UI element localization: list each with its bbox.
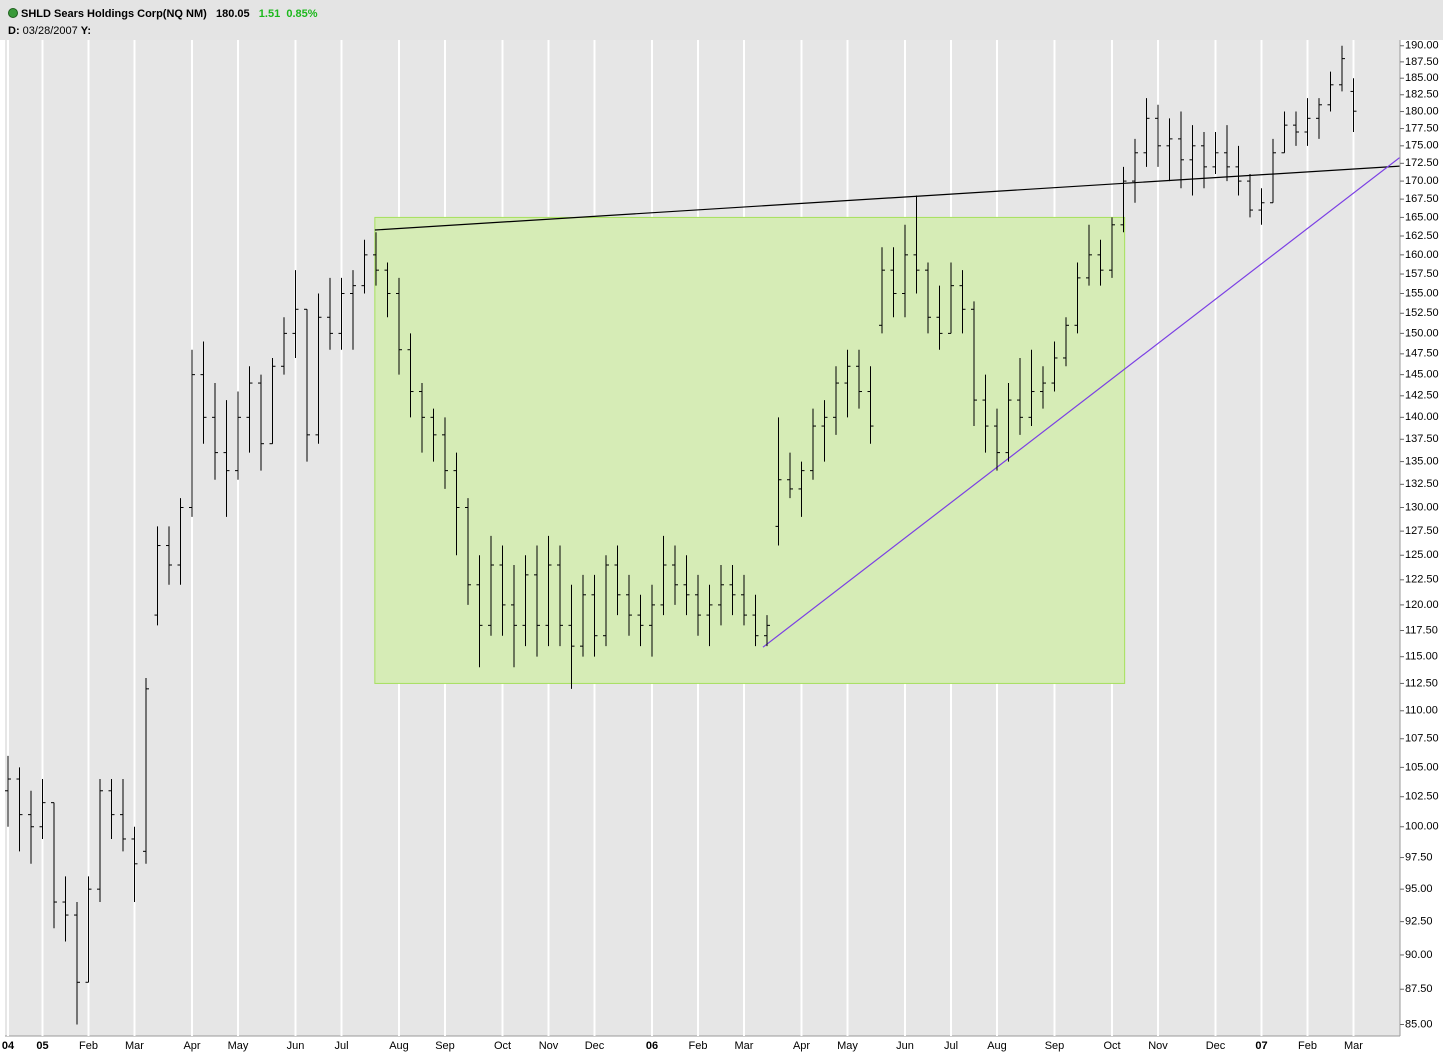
y-tick-label: 142.50 xyxy=(1405,390,1439,402)
x-tick-label: Jul xyxy=(334,1040,348,1052)
date-label: D: xyxy=(8,25,20,37)
trend-line xyxy=(762,157,1400,648)
y-tick-label: 85.00 xyxy=(1405,1018,1433,1030)
y-tick-label: 115.00 xyxy=(1405,651,1438,663)
x-tick-label: Nov xyxy=(1148,1040,1168,1052)
y-tick-label: 130.00 xyxy=(1405,501,1439,513)
y-tick-label: 180.00 xyxy=(1405,105,1439,117)
y-tick-label: 172.50 xyxy=(1405,157,1439,169)
y-tick-label: 152.50 xyxy=(1405,307,1439,319)
x-tick-label: Feb xyxy=(79,1040,98,1052)
y-tick-label: 155.00 xyxy=(1405,287,1439,299)
last-price: 180.05 xyxy=(215,8,250,20)
x-tick-label: Apr xyxy=(793,1040,810,1052)
y-label: Y: xyxy=(80,25,91,37)
x-tick-label: Aug xyxy=(987,1040,1007,1052)
y-tick-label: 150.00 xyxy=(1405,327,1439,339)
overlays xyxy=(374,157,1400,684)
y-tick-label: 187.50 xyxy=(1405,56,1439,68)
y-tick-label: 90.00 xyxy=(1405,949,1433,961)
y-tick-label: 177.50 xyxy=(1405,122,1439,134)
x-tick-label: 06 xyxy=(646,1040,658,1052)
x-tick-label: Jun xyxy=(287,1040,305,1052)
change: 1.51 xyxy=(258,8,281,20)
y-tick-label: 185.00 xyxy=(1405,72,1439,84)
y-tick-label: 107.50 xyxy=(1405,733,1439,745)
trend-line xyxy=(374,165,1400,231)
y-tick-label: 147.50 xyxy=(1405,348,1439,360)
y-tick-label: 182.50 xyxy=(1405,89,1439,101)
x-tick-label: May xyxy=(837,1040,858,1052)
y-tick-label: 97.50 xyxy=(1405,851,1433,863)
y-tick-label: 105.00 xyxy=(1405,761,1439,773)
y-tick-label: 117.50 xyxy=(1405,624,1438,636)
highlight-box xyxy=(374,216,1126,684)
x-tick-label: Oct xyxy=(494,1040,511,1052)
y-tick-label: 157.50 xyxy=(1405,268,1439,280)
date: 03/28/2007 xyxy=(22,25,78,37)
x-tick-label: 07 xyxy=(1255,1040,1267,1052)
y-tick-label: 110.00 xyxy=(1405,705,1438,717)
header: SHLD Sears Holdings Corp(NQ NM) 180.05 1… xyxy=(0,0,1443,40)
y-tick-label: 135.00 xyxy=(1405,455,1439,467)
x-tick-label: Apr xyxy=(183,1040,200,1052)
y-tick-label: 92.50 xyxy=(1405,916,1433,928)
x-tick-label: 04 xyxy=(2,1040,15,1052)
quote-row: SHLD Sears Holdings Corp(NQ NM) 180.05 1… xyxy=(8,8,318,20)
x-tick-label: Jun xyxy=(896,1040,914,1052)
y-tick-label: 140.00 xyxy=(1405,411,1439,423)
y-tick-label: 120.00 xyxy=(1405,599,1439,611)
x-tick-label: Feb xyxy=(1298,1040,1317,1052)
y-tick-label: 122.50 xyxy=(1405,574,1439,586)
x-tick-label: Feb xyxy=(689,1040,708,1052)
x-tick-label: Dec xyxy=(585,1040,605,1052)
y-tick-label: 125.00 xyxy=(1405,549,1439,561)
x-tick-label: Jul xyxy=(944,1040,958,1052)
x-tick-label: Sep xyxy=(1045,1040,1065,1052)
y-tick-label: 100.00 xyxy=(1405,821,1439,833)
y-tick-label: 160.00 xyxy=(1405,249,1439,261)
y-tick-label: 165.00 xyxy=(1405,211,1439,223)
y-tick-label: 170.00 xyxy=(1405,175,1439,187)
y-tick-label: 132.50 xyxy=(1405,478,1439,490)
x-tick-label: Dec xyxy=(1206,1040,1226,1052)
x-tick-label: Mar xyxy=(1344,1040,1363,1052)
status-icon xyxy=(8,8,18,18)
x-tick-label: 05 xyxy=(36,1040,48,1052)
x-tick-label: Nov xyxy=(539,1040,559,1052)
y-tick-label: 95.00 xyxy=(1405,883,1433,895)
x-tick-label: Aug xyxy=(389,1040,409,1052)
y-tick-label: 167.50 xyxy=(1405,193,1439,205)
price-bars xyxy=(5,45,1357,1025)
y-tick-label: 162.50 xyxy=(1405,230,1439,242)
y-tick-label: 145.00 xyxy=(1405,369,1439,381)
y-tick-label: 127.50 xyxy=(1405,525,1439,537)
y-tick-label: 175.00 xyxy=(1405,140,1439,152)
y-tick-label: 102.50 xyxy=(1405,791,1439,803)
cursor-row: D: 03/28/2007 Y: xyxy=(8,25,91,37)
x-tick-label: Mar xyxy=(735,1040,754,1052)
y-tick-label: 112.50 xyxy=(1405,677,1438,689)
y-tick-label: 190.00 xyxy=(1405,40,1439,52)
x-tick-label: Oct xyxy=(1103,1040,1120,1052)
x-tick-label: May xyxy=(228,1040,249,1052)
y-tick-label: 137.50 xyxy=(1405,433,1439,445)
symbol: SHLD Sears Holdings Corp(NQ NM) xyxy=(21,8,207,20)
y-tick-label: 87.50 xyxy=(1405,983,1433,995)
change-pct: 0.85% xyxy=(286,8,318,20)
x-tick-label: Sep xyxy=(435,1040,455,1052)
x-tick-label: Mar xyxy=(125,1040,144,1052)
